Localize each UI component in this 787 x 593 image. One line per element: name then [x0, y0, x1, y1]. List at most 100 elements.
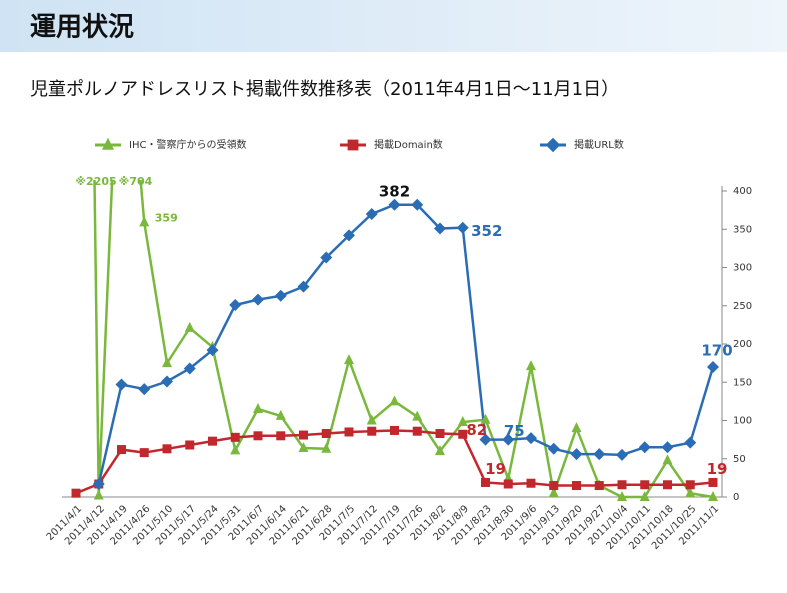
y-tick-label: 50: [733, 454, 746, 465]
data-point: [434, 222, 446, 235]
data-point: [707, 360, 719, 373]
data-point: [458, 429, 468, 439]
data-point: [685, 487, 696, 498]
data-point: [206, 344, 219, 357]
y-tick-label: 250: [733, 301, 752, 312]
data-point: [320, 251, 333, 264]
data-point: [663, 480, 672, 490]
data-point: [162, 444, 172, 454]
data-point: [617, 491, 627, 501]
data-point: [640, 480, 650, 490]
data-point: [572, 481, 581, 491]
data-label: ※2205: [75, 175, 116, 188]
data-point: [435, 429, 445, 439]
data-point: [685, 480, 695, 490]
data-point: [367, 426, 377, 436]
data-point: [570, 448, 583, 461]
data-point: [594, 481, 604, 491]
data-point: [526, 478, 536, 488]
data-point: [390, 425, 399, 435]
data-label: 359: [155, 211, 178, 224]
y-tick-label: 300: [733, 263, 752, 274]
data-point: [479, 433, 492, 446]
data-point: [297, 280, 310, 293]
data-point: [183, 362, 196, 375]
data-point: [230, 432, 240, 442]
data-point: [298, 442, 309, 453]
page-title: 運用状況: [30, 13, 134, 43]
data-point: [230, 444, 241, 455]
data-point: [549, 481, 559, 491]
data-point: [161, 375, 173, 388]
data-point: [548, 487, 559, 498]
data-label: 19: [485, 460, 506, 478]
data-label: 352: [471, 222, 502, 240]
header-band: [0, 0, 787, 52]
y-tick-label: 100: [733, 416, 752, 427]
data-point: [525, 432, 537, 445]
y-tick-label: 150: [733, 377, 752, 388]
data-point: [639, 491, 650, 501]
data-point: [412, 410, 423, 421]
data-label: ※704: [119, 175, 153, 188]
data-point: [389, 395, 400, 406]
data-label: 19: [707, 460, 728, 478]
data-point: [299, 430, 308, 440]
data-point: [708, 491, 718, 501]
data-point: [547, 442, 560, 455]
data-label: 170: [701, 341, 732, 359]
data-point: [435, 445, 445, 456]
data-point: [365, 207, 378, 220]
series-line: [93, 180, 714, 499]
data-point: [162, 357, 172, 368]
data-label: 82: [466, 421, 487, 439]
data-point: [343, 229, 355, 242]
data-point: [708, 477, 718, 487]
data-point: [593, 448, 606, 461]
legend-label: IHC・警察庁からの受領数: [129, 138, 246, 151]
legend-marker: [102, 137, 114, 150]
data-point: [229, 298, 242, 311]
data-point: [662, 454, 673, 465]
data-label: 382: [379, 182, 410, 200]
legend-label: 掲載URL数: [574, 138, 624, 151]
y-tick-label: 350: [733, 224, 752, 235]
data-point: [252, 293, 264, 306]
data-point: [92, 477, 105, 490]
y-tick-label: 200: [733, 339, 752, 350]
data-point: [412, 426, 422, 436]
data-point: [253, 403, 263, 414]
data-point: [617, 480, 627, 490]
data-point: [571, 422, 582, 433]
legend-label: 掲載Domain数: [374, 138, 443, 151]
data-point: [276, 431, 286, 441]
data-point: [274, 289, 287, 302]
data-point: [321, 429, 331, 439]
data-point: [344, 354, 354, 365]
data-point: [115, 378, 128, 391]
data-point: [208, 436, 217, 446]
data-point: [71, 488, 81, 498]
data-point: [93, 489, 104, 500]
data-point: [344, 427, 354, 437]
y-tick-label: 0: [733, 492, 739, 503]
data-point: [661, 441, 674, 454]
data-point: [388, 198, 401, 211]
data-point: [184, 321, 195, 332]
data-point: [481, 477, 490, 487]
data-label: 75: [504, 422, 525, 440]
data-point: [253, 431, 263, 441]
data-point: [185, 440, 195, 450]
data-point: [457, 416, 468, 427]
series-line: [97, 203, 715, 485]
data-point: [366, 414, 377, 425]
y-tick-label: 400: [733, 186, 752, 197]
series-line: [75, 429, 714, 495]
legend-marker: [347, 139, 359, 151]
data-point: [321, 442, 332, 453]
data-point: [616, 448, 628, 461]
data-point: [503, 479, 513, 489]
legend-marker: [545, 137, 561, 153]
plot-area: [71, 180, 719, 501]
